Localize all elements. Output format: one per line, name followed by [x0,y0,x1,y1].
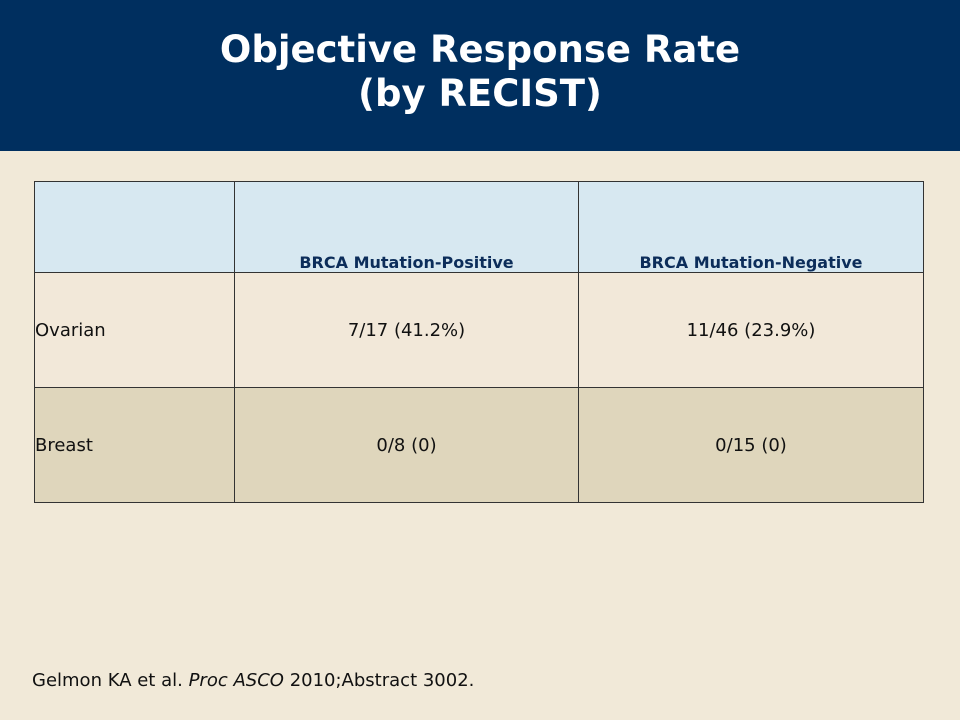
citation: Gelmon KA et al. Proc ASCO 2010;Abstract… [32,670,474,692]
table-header-row: BRCA Mutation-Positive BRCA Mutation-Neg… [34,181,924,273]
row-label-breast: Breast [34,387,235,503]
cell-breast-negative: 0/15 (0) [578,387,924,503]
cell-ovarian-negative: 11/46 (23.9%) [578,272,924,388]
response-rate-table: BRCA Mutation-Positive BRCA Mutation-Neg… [34,181,924,503]
cell-ovarian-positive: 7/17 (41.2%) [234,272,579,388]
slide-title: Objective Response Rate (by RECIST) [0,28,960,116]
header-empty-cell [34,181,235,273]
citation-details: 2010;Abstract 3002. [289,670,475,691]
row-label-ovarian: Ovarian [34,272,235,388]
header-brca-positive: BRCA Mutation-Positive [234,181,579,273]
title-banner: Objective Response Rate (by RECIST) [0,0,960,151]
citation-authors: Gelmon KA et al. [32,670,183,691]
table-row: Breast 0/8 (0) 0/15 (0) [34,387,924,503]
slide-title-line1: Objective Response Rate [219,28,741,71]
cell-breast-positive: 0/8 (0) [234,387,579,503]
citation-journal: Proc ASCO [188,670,284,691]
header-brca-negative: BRCA Mutation-Negative [578,181,924,273]
table-row: Ovarian 7/17 (41.2%) 11/46 (23.9%) [34,272,924,388]
slide-title-line2: (by RECIST) [358,72,602,115]
